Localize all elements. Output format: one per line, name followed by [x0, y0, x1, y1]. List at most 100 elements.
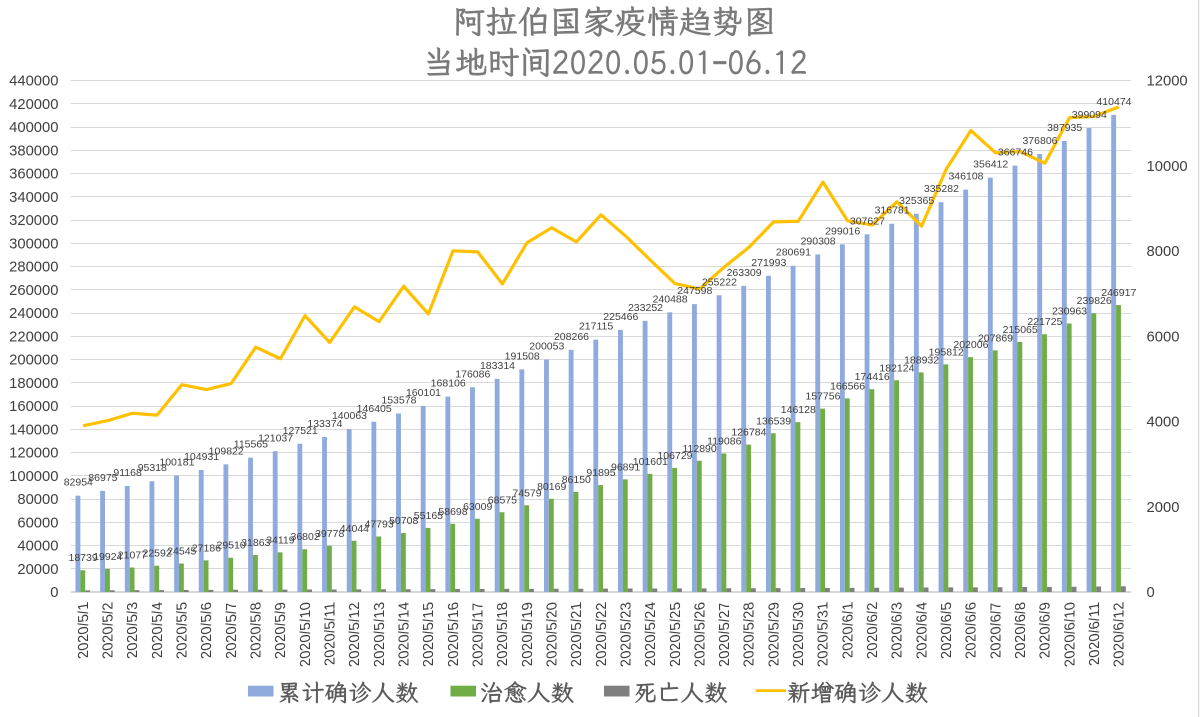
svg-text:240000: 240000	[9, 306, 58, 322]
svg-text:316781: 316781	[875, 205, 910, 217]
svg-text:91895: 91895	[586, 467, 615, 479]
svg-text:2020/5/16: 2020/5/16	[446, 601, 462, 668]
svg-text:300000: 300000	[9, 236, 58, 252]
svg-text:36802: 36802	[290, 531, 319, 543]
svg-text:2020/5/7: 2020/5/7	[224, 601, 240, 660]
svg-text:140000: 140000	[9, 422, 58, 438]
svg-text:2020/5/25: 2020/5/25	[668, 601, 684, 668]
svg-text:2020/6/6: 2020/6/6	[964, 601, 980, 660]
svg-text:58698: 58698	[438, 506, 467, 518]
svg-text:157756: 157756	[805, 391, 840, 403]
svg-text:2020/6/4: 2020/6/4	[914, 601, 930, 660]
svg-text:133374: 133374	[307, 418, 342, 430]
svg-text:2020/6/3: 2020/6/3	[890, 601, 906, 660]
svg-text:160101: 160101	[406, 387, 441, 399]
svg-text:2020/5/19: 2020/5/19	[520, 601, 536, 668]
svg-text:86975: 86975	[88, 472, 117, 484]
svg-text:60000: 60000	[17, 516, 58, 532]
svg-text:50708: 50708	[389, 515, 418, 527]
svg-text:21077: 21077	[118, 550, 147, 562]
svg-text:182124: 182124	[879, 362, 914, 374]
svg-text:221725: 221725	[1027, 316, 1062, 328]
svg-text:24545: 24545	[167, 546, 196, 558]
svg-text:299016: 299016	[825, 225, 860, 237]
svg-text:2020/6/12: 2020/6/12	[1112, 601, 1128, 668]
svg-text:230963: 230963	[1052, 306, 1087, 318]
svg-text:246917: 246917	[1101, 287, 1136, 299]
svg-text:200053: 200053	[529, 340, 564, 352]
svg-text:2020/5/8: 2020/5/8	[249, 601, 265, 660]
svg-text:126784: 126784	[731, 427, 766, 439]
svg-text:29510: 29510	[216, 540, 245, 552]
svg-text:160000: 160000	[9, 399, 58, 415]
svg-text:207869: 207869	[978, 332, 1013, 344]
svg-text:2020/6/11: 2020/6/11	[1087, 601, 1103, 667]
svg-text:6000: 6000	[1147, 329, 1180, 345]
svg-text:399094: 399094	[1072, 109, 1107, 121]
svg-text:183314: 183314	[480, 360, 515, 372]
svg-text:44044: 44044	[340, 523, 369, 535]
svg-text:12000: 12000	[1147, 74, 1188, 90]
svg-text:225466: 225466	[603, 311, 638, 323]
svg-text:0: 0	[50, 585, 58, 601]
svg-text:115565: 115565	[234, 439, 268, 451]
svg-text:31863: 31863	[241, 537, 270, 549]
svg-text:40000: 40000	[17, 539, 58, 555]
svg-text:74579: 74579	[512, 487, 541, 499]
svg-text:233252: 233252	[628, 302, 663, 314]
svg-text:19924: 19924	[93, 551, 122, 563]
svg-text:191508: 191508	[505, 350, 540, 362]
svg-text:127521: 127521	[283, 425, 318, 437]
svg-text:2020/6/8: 2020/6/8	[1013, 601, 1029, 660]
svg-text:380000: 380000	[9, 143, 58, 159]
svg-text:2020/5/23: 2020/5/23	[618, 601, 634, 668]
svg-text:335282: 335282	[924, 183, 959, 195]
svg-text:47793: 47793	[364, 518, 393, 530]
svg-text:95318: 95318	[138, 462, 167, 474]
svg-text:176086: 176086	[455, 368, 490, 380]
svg-text:120000: 120000	[9, 446, 58, 462]
svg-text:136539: 136539	[756, 415, 791, 427]
svg-text:27186: 27186	[192, 542, 221, 554]
svg-text:346108: 346108	[948, 171, 983, 183]
svg-text:340000: 340000	[9, 190, 58, 206]
svg-text:119086: 119086	[707, 436, 741, 448]
svg-text:2020/5/11: 2020/5/11	[323, 601, 339, 667]
svg-text:2020/5/13: 2020/5/13	[372, 601, 388, 668]
svg-text:195812: 195812	[929, 346, 964, 358]
svg-text:109822: 109822	[209, 445, 244, 457]
svg-text:22592: 22592	[142, 548, 171, 560]
svg-text:63009: 63009	[463, 501, 492, 513]
svg-text:320000: 320000	[9, 213, 58, 229]
svg-text:356412: 356412	[973, 159, 1008, 171]
svg-text:104931: 104931	[184, 451, 219, 463]
svg-text:168106: 168106	[431, 378, 466, 390]
svg-text:180000: 180000	[9, 376, 58, 392]
svg-text:140063: 140063	[332, 410, 367, 422]
svg-text:2020/5/30: 2020/5/30	[791, 601, 807, 668]
svg-text:280000: 280000	[9, 260, 58, 276]
svg-text:2020/6/7: 2020/6/7	[988, 601, 1004, 660]
svg-text:307627: 307627	[850, 215, 885, 227]
svg-text:2020/5/26: 2020/5/26	[692, 601, 708, 668]
svg-text:80169: 80169	[537, 481, 566, 493]
svg-text:2020/5/21: 2020/5/21	[569, 601, 585, 668]
svg-text:420000: 420000	[9, 97, 58, 113]
svg-text:20000: 20000	[17, 562, 58, 578]
svg-text:260000: 260000	[9, 283, 58, 299]
svg-text:2020/6/5: 2020/6/5	[939, 601, 955, 660]
svg-text:8000: 8000	[1147, 244, 1180, 260]
svg-text:215065: 215065	[1003, 324, 1038, 336]
svg-text:146405: 146405	[357, 403, 392, 415]
svg-text:2020/5/9: 2020/5/9	[273, 601, 289, 660]
svg-text:263309: 263309	[727, 267, 762, 279]
svg-text:0: 0	[1147, 585, 1155, 601]
svg-text:290308: 290308	[801, 236, 836, 248]
svg-text:2020/5/28: 2020/5/28	[742, 601, 758, 668]
svg-text:2020/5/10: 2020/5/10	[298, 601, 314, 668]
svg-text:2020/5/14: 2020/5/14	[397, 601, 413, 668]
svg-text:96891: 96891	[611, 461, 640, 473]
svg-text:387935: 387935	[1047, 122, 1082, 134]
svg-text:255222: 255222	[702, 276, 737, 288]
svg-text:366746: 366746	[998, 147, 1033, 159]
